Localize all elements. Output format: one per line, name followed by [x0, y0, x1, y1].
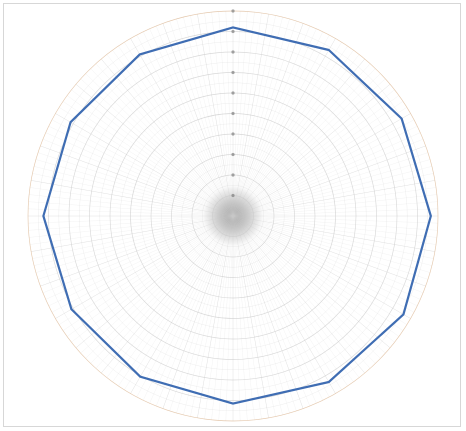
radial-ticks — [231, 9, 235, 198]
radial-gridline — [79, 62, 387, 370]
radial-tick-marker — [231, 29, 235, 34]
radial-gridline — [140, 123, 326, 309]
radial-tick-marker — [231, 152, 235, 157]
radial-gridline — [161, 144, 305, 288]
radial-gridline — [222, 205, 244, 227]
radial-gridline — [58, 41, 408, 391]
radial-tick-marker — [231, 9, 235, 13]
radial-tick-marker — [231, 50, 235, 54]
polar-grid — [27, 10, 439, 422]
radial-tick-marker — [231, 91, 235, 95]
radial-gridline — [99, 82, 367, 350]
radial-tick-marker — [231, 132, 235, 136]
radial-gridline — [38, 21, 428, 411]
radial-tick-marker — [231, 111, 235, 116]
radial-gridline — [120, 103, 346, 329]
radial-gridline — [181, 164, 285, 268]
radial-tick-marker — [231, 70, 235, 75]
radial-gridline — [202, 185, 264, 247]
series-layer — [42, 26, 432, 405]
series-line — [42, 26, 432, 405]
radial-tick-marker — [231, 173, 235, 177]
radial-tick-marker — [231, 193, 235, 198]
